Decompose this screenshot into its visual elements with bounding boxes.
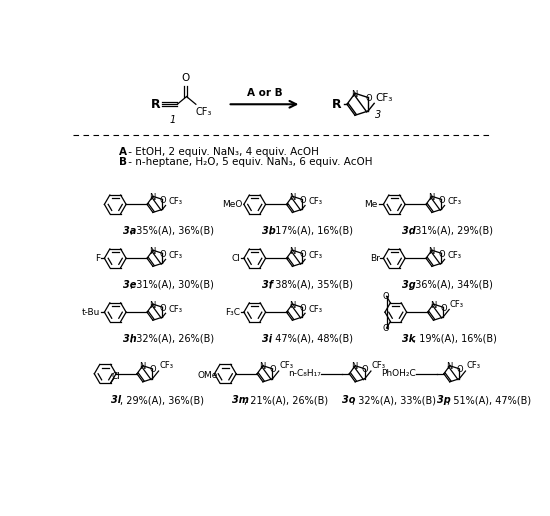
- Text: 3d: 3d: [402, 226, 416, 236]
- Text: N: N: [428, 193, 434, 202]
- Text: O: O: [160, 304, 166, 313]
- Text: , 36%(A), 34%(B): , 36%(A), 34%(B): [409, 280, 493, 290]
- Text: - EtOH, 2 equiv. NaN₃, 4 equiv. AcOH: - EtOH, 2 equiv. NaN₃, 4 equiv. AcOH: [124, 147, 318, 157]
- Text: N: N: [446, 362, 453, 372]
- Text: 3: 3: [375, 110, 381, 120]
- Text: CF₃: CF₃: [450, 300, 464, 309]
- Text: O: O: [438, 196, 445, 205]
- Text: O: O: [456, 365, 463, 375]
- Text: 3b: 3b: [262, 226, 276, 236]
- Text: CF₃: CF₃: [169, 197, 183, 206]
- Text: Cl: Cl: [231, 254, 240, 263]
- Text: O: O: [438, 250, 445, 259]
- Text: , 29%(A), 36%(B): , 29%(A), 36%(B): [120, 395, 204, 406]
- Text: CF₃: CF₃: [375, 92, 392, 103]
- Text: CF₃: CF₃: [466, 361, 480, 370]
- Text: CF₃: CF₃: [196, 107, 212, 117]
- Text: Br: Br: [370, 254, 379, 263]
- Text: A: A: [119, 147, 127, 157]
- Text: CF₃: CF₃: [308, 197, 322, 206]
- Text: 3i: 3i: [262, 334, 273, 344]
- Text: N: N: [260, 362, 266, 372]
- Text: CF₃: CF₃: [308, 251, 322, 260]
- Text: N: N: [289, 247, 295, 256]
- Text: Cl: Cl: [111, 372, 120, 381]
- Text: 3e: 3e: [123, 280, 136, 290]
- Text: MeO: MeO: [222, 200, 243, 209]
- Text: CF₃: CF₃: [160, 361, 173, 370]
- Text: O: O: [382, 292, 389, 301]
- Text: O: O: [440, 304, 447, 313]
- Text: 3a: 3a: [123, 226, 136, 236]
- Text: , 51%(A), 47%(B): , 51%(A), 47%(B): [447, 395, 531, 406]
- Text: N: N: [351, 90, 358, 99]
- Text: O: O: [270, 365, 276, 375]
- Text: 3g: 3g: [402, 280, 416, 290]
- Text: , 17%(A), 16%(B): , 17%(A), 16%(B): [270, 226, 354, 236]
- Text: , 21%(A), 26%(B): , 21%(A), 26%(B): [244, 395, 328, 406]
- Text: 3k: 3k: [402, 334, 415, 344]
- Text: F: F: [95, 254, 101, 263]
- Text: O: O: [182, 73, 190, 83]
- Text: O: O: [160, 196, 166, 205]
- Text: B: B: [119, 157, 127, 167]
- Text: O: O: [362, 365, 369, 375]
- Text: N: N: [289, 193, 295, 202]
- Text: O: O: [299, 304, 306, 313]
- Text: R: R: [151, 98, 161, 111]
- Text: 1: 1: [169, 115, 176, 125]
- Text: A or B: A or B: [246, 88, 282, 98]
- Text: 3o: 3o: [342, 395, 356, 406]
- Text: CF₃: CF₃: [308, 305, 322, 314]
- Text: 3p: 3p: [437, 395, 450, 406]
- Text: , 32%(A), 33%(B): , 32%(A), 33%(B): [353, 395, 436, 406]
- Text: N: N: [351, 362, 358, 372]
- Text: O: O: [365, 94, 372, 103]
- Text: CF₃: CF₃: [169, 251, 183, 260]
- Text: n-C₈H₁₇: n-C₈H₁₇: [289, 369, 321, 378]
- Text: CF₃: CF₃: [448, 251, 461, 260]
- Text: CF₃: CF₃: [372, 361, 386, 370]
- Text: R: R: [332, 98, 342, 111]
- Text: N: N: [430, 301, 436, 310]
- Text: , 38%(A), 35%(B): , 38%(A), 35%(B): [270, 280, 354, 290]
- Text: , 32%(A), 26%(B): , 32%(A), 26%(B): [130, 334, 214, 344]
- Text: N: N: [150, 193, 156, 202]
- Text: CF₃: CF₃: [169, 305, 183, 314]
- Text: t-Bu: t-Bu: [82, 308, 101, 317]
- Text: 3m: 3m: [232, 395, 249, 406]
- Text: Me: Me: [365, 200, 378, 209]
- Text: O: O: [299, 250, 306, 259]
- Text: O: O: [299, 196, 306, 205]
- Text: CF₃: CF₃: [279, 361, 294, 370]
- Text: , 35%(A), 36%(B): , 35%(A), 36%(B): [130, 226, 214, 236]
- Text: N: N: [150, 247, 156, 256]
- Text: 3l: 3l: [111, 395, 122, 406]
- Text: CF₃: CF₃: [448, 197, 461, 206]
- Text: N: N: [428, 247, 434, 256]
- Text: - n-heptane, H₂O, 5 equiv. NaN₃, 6 equiv. AcOH: - n-heptane, H₂O, 5 equiv. NaN₃, 6 equiv…: [124, 157, 372, 167]
- Text: F₃C: F₃C: [225, 308, 240, 317]
- Text: N: N: [289, 301, 295, 310]
- Text: , 47%(A), 48%(B): , 47%(A), 48%(B): [270, 334, 354, 344]
- Text: N: N: [139, 362, 146, 372]
- Text: 3f: 3f: [262, 280, 273, 290]
- Text: N: N: [150, 301, 156, 310]
- Text: 3h: 3h: [123, 334, 137, 344]
- Text: O: O: [160, 250, 166, 259]
- Text: OMe: OMe: [198, 371, 218, 380]
- Text: , 19%(A), 16%(B): , 19%(A), 16%(B): [413, 334, 497, 344]
- Text: O: O: [150, 365, 156, 375]
- Text: O: O: [382, 324, 389, 332]
- Text: , 31%(A), 30%(B): , 31%(A), 30%(B): [130, 280, 214, 290]
- Text: , 31%(A), 29%(B): , 31%(A), 29%(B): [409, 226, 493, 236]
- Text: PhOH₂C: PhOH₂C: [381, 369, 416, 378]
